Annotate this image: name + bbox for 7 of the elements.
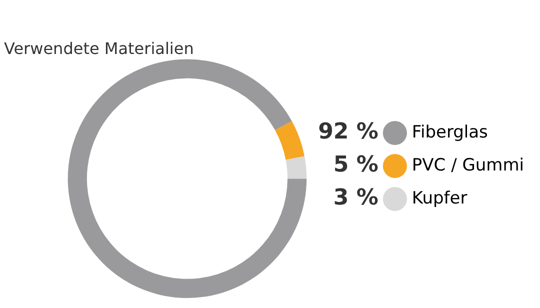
data-label: 92 % <box>318 120 378 145</box>
data-label: 3 % <box>333 186 378 211</box>
legend-label: Fiberglas <box>412 122 488 142</box>
data-label: 5 % <box>333 152 378 178</box>
chart-title: Verwendete Materialien <box>4 38 194 58</box>
legend-label: PVC / Gummi <box>412 155 524 176</box>
legend-label: Kupfer <box>412 188 468 208</box>
